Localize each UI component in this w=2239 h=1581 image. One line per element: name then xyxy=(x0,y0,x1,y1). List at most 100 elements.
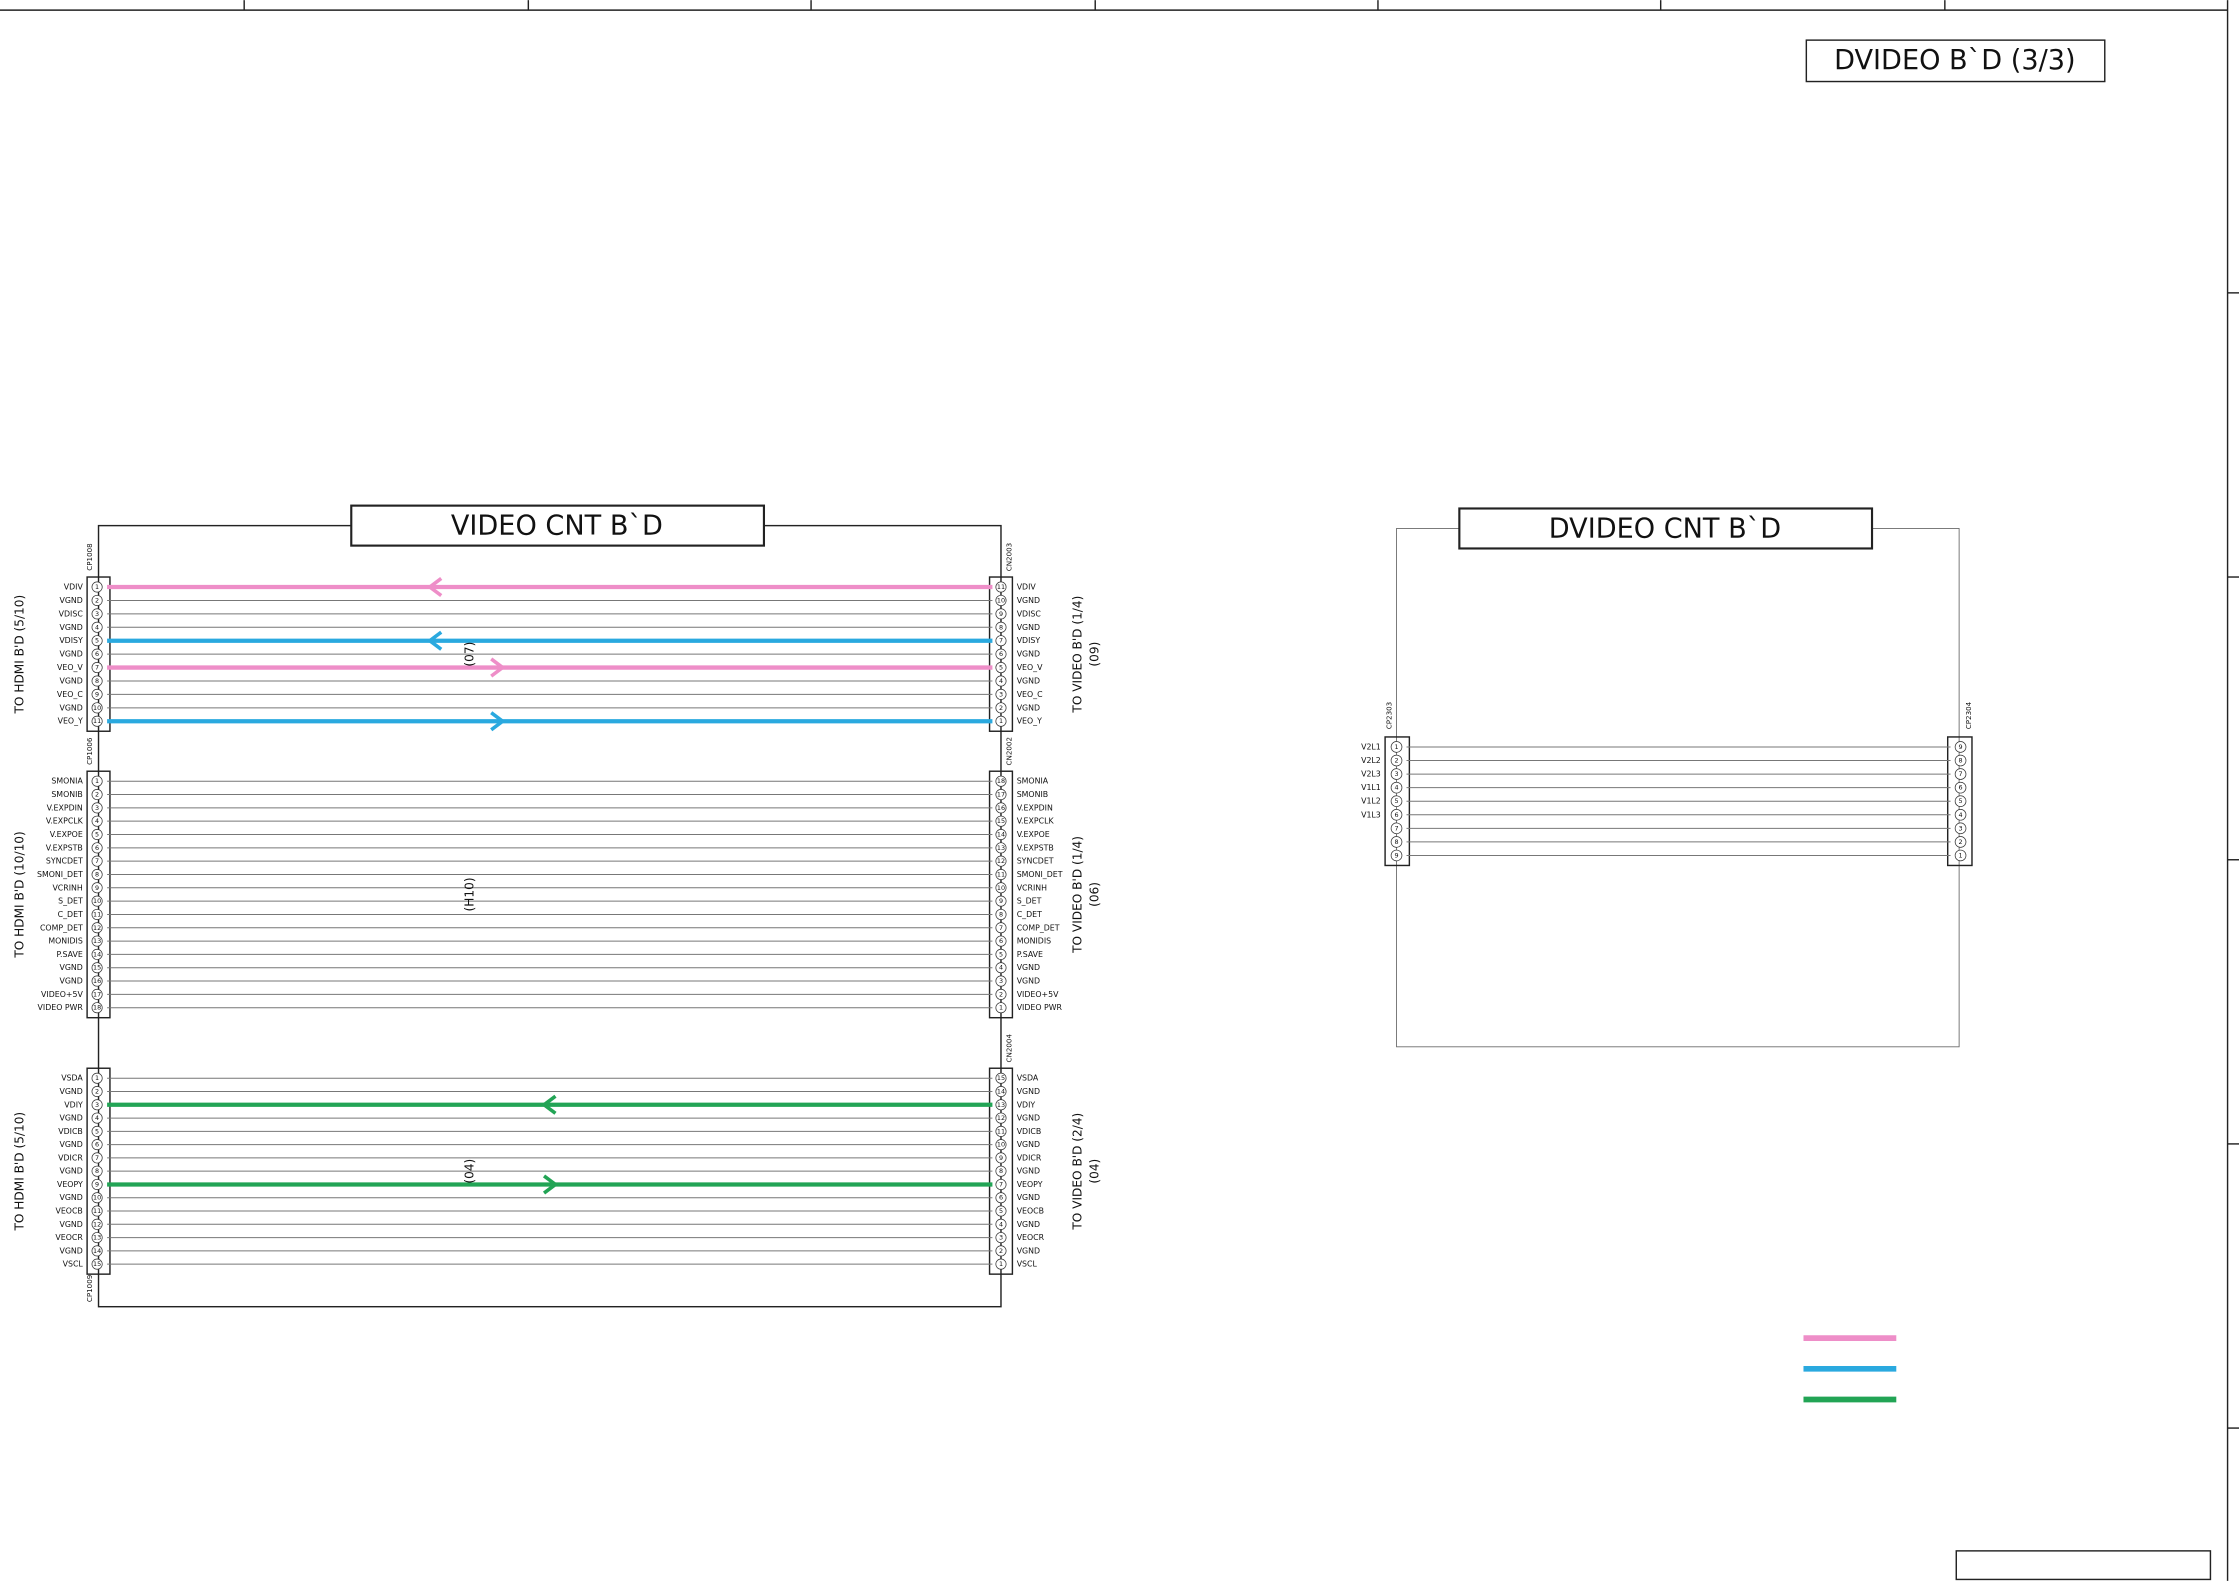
pin xyxy=(91,1178,103,1190)
pin-label: VEOCB xyxy=(55,1207,82,1216)
pin xyxy=(91,975,103,987)
pin xyxy=(1954,849,1967,862)
pin-label: VDIY xyxy=(64,1100,83,1109)
pin-label: S_DET xyxy=(58,897,83,906)
pin-label: V1L3 xyxy=(1361,810,1381,819)
pin xyxy=(91,1205,103,1217)
pin-number: 10 xyxy=(997,1141,1005,1149)
pin-number: 4 xyxy=(1394,784,1398,792)
pin-number: 4 xyxy=(1959,811,1963,819)
pin-number: 7 xyxy=(1959,770,1963,778)
pin-label: VCRINH xyxy=(52,883,82,892)
pin xyxy=(91,855,103,867)
pin-label: VSCL xyxy=(63,1260,84,1269)
pin-label: VEOPY xyxy=(57,1180,83,1189)
pin xyxy=(91,1139,103,1151)
pin-number: 14 xyxy=(93,950,101,958)
pin-number: 9 xyxy=(95,690,99,698)
pin-label: VDISY xyxy=(59,636,83,645)
pin xyxy=(91,988,103,1000)
pin xyxy=(91,1072,103,1084)
destination-ref: (04) xyxy=(1088,1159,1102,1184)
pin xyxy=(995,829,1007,841)
pin-number: 7 xyxy=(95,1154,99,1162)
pin-label: VGND xyxy=(1017,1087,1040,1096)
pin xyxy=(91,842,103,854)
destination: TO HDMI B'D (5/10) xyxy=(12,1112,26,1232)
cable-ref: (04) xyxy=(462,1159,476,1184)
signal-arrow xyxy=(426,577,443,598)
board-title: DVIDEO CNT B`D xyxy=(1549,513,1781,544)
pin-number: 6 xyxy=(1394,811,1398,819)
pin-number: 8 xyxy=(999,623,1003,631)
pin xyxy=(995,1072,1007,1084)
pin-label: VEO_Y xyxy=(1017,717,1042,726)
pin-number: 4 xyxy=(95,623,99,631)
pin xyxy=(91,702,103,714)
pin-number: 2 xyxy=(999,1247,1003,1255)
pin-label: VGND xyxy=(59,1246,82,1255)
pin xyxy=(995,1139,1007,1151)
signal-arrow xyxy=(490,711,506,732)
pin xyxy=(91,962,103,974)
title-block xyxy=(1955,1550,2212,1581)
pin-label: VGND xyxy=(1017,963,1040,972)
pin-label: VDIY xyxy=(1017,1100,1036,1109)
pin xyxy=(91,868,103,880)
pin-label: V2L1 xyxy=(1361,742,1381,751)
pin xyxy=(995,855,1007,867)
pin-label: VEO_Y xyxy=(58,717,83,726)
pin xyxy=(995,1232,1007,1244)
pin xyxy=(995,1112,1007,1124)
pin-label: V.EXPSTB xyxy=(1017,843,1054,852)
pin xyxy=(1390,822,1403,835)
pin xyxy=(995,935,1007,947)
pin-number: 6 xyxy=(1959,784,1963,792)
pin-number: 11 xyxy=(93,717,101,725)
pin xyxy=(91,895,103,907)
pin xyxy=(91,829,103,841)
signal-arrow xyxy=(426,630,443,651)
pin xyxy=(1390,849,1403,862)
pin xyxy=(995,868,1007,880)
destination: TO HDMI B'D (5/10) xyxy=(12,595,26,715)
pin xyxy=(995,1002,1007,1014)
pin-label: VGND xyxy=(59,676,82,685)
pin-number: 3 xyxy=(999,690,1003,698)
pin xyxy=(91,1125,103,1137)
pin-number: 8 xyxy=(1394,838,1398,846)
pin xyxy=(995,802,1007,814)
pin xyxy=(995,648,1007,660)
pin-number: 3 xyxy=(999,977,1003,985)
pin-number: 6 xyxy=(95,844,99,852)
pin xyxy=(91,1218,103,1230)
pin-label: VGND xyxy=(1017,650,1040,659)
pin-label: VDISC xyxy=(1017,609,1042,618)
destination-ref: (06) xyxy=(1088,882,1102,907)
pin xyxy=(995,635,1007,647)
pin-number: 8 xyxy=(999,910,1003,918)
pin xyxy=(91,1112,103,1124)
pin xyxy=(1954,836,1967,848)
connector-ref: CN2004 xyxy=(1005,1034,1014,1063)
pin-number: 9 xyxy=(1394,851,1398,859)
pin-number: 14 xyxy=(997,1088,1005,1096)
pin xyxy=(91,608,103,620)
pin xyxy=(1954,781,1967,794)
connector-ref: CP1006 xyxy=(85,737,94,765)
pin-label: VGND xyxy=(1017,703,1040,712)
pin-number: 4 xyxy=(999,1220,1003,1228)
pin xyxy=(91,1099,103,1111)
pin-number: 11 xyxy=(93,1207,101,1215)
pin xyxy=(1954,795,1967,807)
pin xyxy=(995,1165,1007,1177)
pin-number: 2 xyxy=(999,990,1003,998)
pin-number: 10 xyxy=(93,897,101,905)
pin-number: 5 xyxy=(95,637,99,645)
sheet-title: DVIDEO B`D (3/3) xyxy=(1834,45,2075,76)
pin-number: 3 xyxy=(1394,770,1398,778)
pin-number: 13 xyxy=(997,844,1005,852)
pin xyxy=(91,922,103,934)
pin xyxy=(1954,754,1967,767)
